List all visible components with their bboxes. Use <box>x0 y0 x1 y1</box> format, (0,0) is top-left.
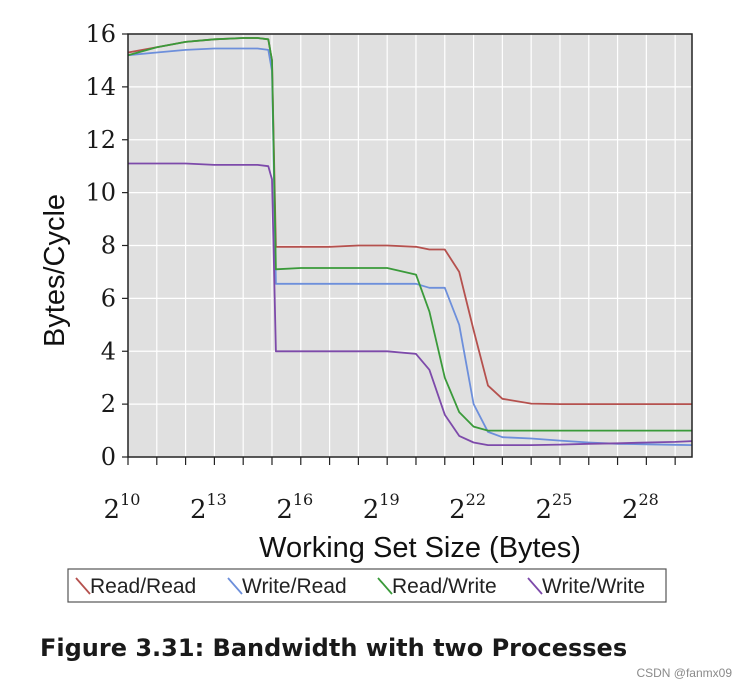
y-tick-label: 0 <box>101 443 116 471</box>
y-tick-label: 12 <box>85 126 116 154</box>
y-tick-label: 2 <box>101 390 116 418</box>
bandwidth-chart: 0 2 4 6 8 10 12 14 16 210 213 216 219 222 225 228 Worki… <box>39 20 693 603</box>
legend-swatch <box>75 577 91 595</box>
legend-label: Read/Read <box>90 575 196 598</box>
y-tick-label: 6 <box>101 284 116 312</box>
legend: Read/Read Write/Read Read/Write Write/Write <box>67 568 667 603</box>
series-line-read-write <box>127 37 692 432</box>
x-tick-label: 228 <box>622 490 659 525</box>
x-tick-label: 213 <box>190 490 227 525</box>
axis-ticks: 0 2 4 6 8 10 12 14 16 210 213 216 219 222 225 228 <box>85 20 676 525</box>
watermark: CSDN @fanmx09 <box>636 666 732 680</box>
legend-swatch <box>527 577 543 595</box>
y-tick-label: 10 <box>85 179 116 207</box>
legend-swatch <box>377 577 393 595</box>
legend-label: Write/Write <box>542 575 645 598</box>
legend-box <box>67 568 667 603</box>
y-tick-label: 8 <box>101 232 116 260</box>
x-tick-label: 222 <box>449 490 486 525</box>
legend-label: Write/Read <box>242 575 347 598</box>
x-tick-label: 216 <box>276 490 313 525</box>
series-lines <box>127 37 693 447</box>
y-axis-label: Bytes/Cycle <box>39 194 71 347</box>
legend-label: Read/Write <box>392 575 497 598</box>
y-tick-label: 16 <box>85 20 116 48</box>
x-tick-label: 219 <box>363 490 400 525</box>
x-axis-label: Working Set Size (Bytes) <box>259 532 581 564</box>
y-tick-label: 14 <box>85 73 116 101</box>
legend-swatch <box>227 577 243 595</box>
y-tick-label: 4 <box>101 337 116 365</box>
x-tick-label: 210 <box>104 490 141 525</box>
series-line-write-read <box>127 47 693 446</box>
figure-caption: Figure 3.31: Bandwidth with two Processe… <box>40 634 628 662</box>
x-tick-label: 225 <box>536 490 573 525</box>
series-line-write-write <box>128 162 693 447</box>
